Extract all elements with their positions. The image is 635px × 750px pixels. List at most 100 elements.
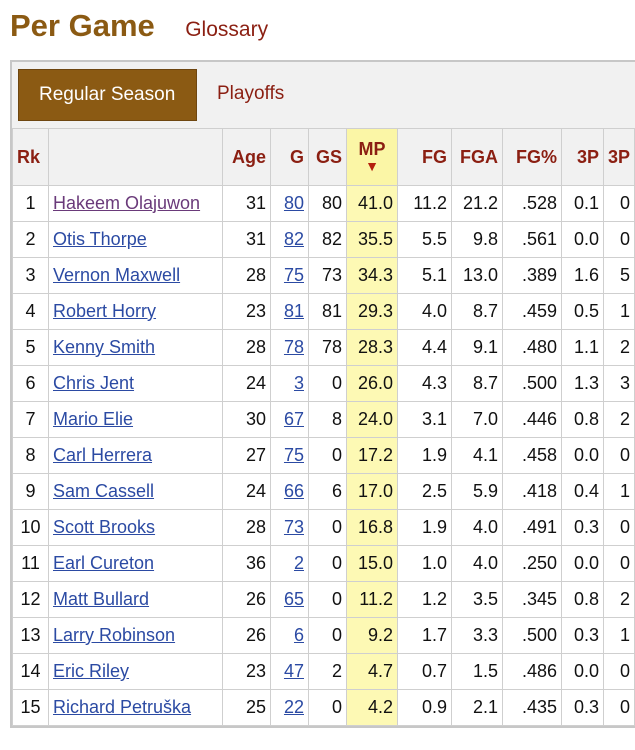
col-header-age[interactable]: Age	[222, 128, 271, 186]
player-link[interactable]: Hakeem Olajuwon	[53, 193, 201, 213]
games-link[interactable]: 3	[293, 373, 304, 393]
cell-fg: 1.2	[397, 581, 452, 618]
games-link[interactable]: 80	[283, 193, 304, 213]
cell-rk: 3	[12, 257, 49, 294]
cell-mp: 4.7	[346, 653, 398, 690]
cell-age: 31	[222, 185, 271, 222]
tab-playoffs[interactable]: Playoffs	[217, 83, 285, 104]
cell-gs: 6	[308, 473, 347, 510]
cell-rk: 5	[12, 329, 49, 366]
player-link[interactable]: Kenny Smith	[53, 337, 156, 357]
games-link[interactable]: 22	[283, 697, 304, 717]
cell-rk: 7	[12, 401, 49, 438]
col-header-g[interactable]: G	[270, 128, 309, 186]
col-header-3pa[interactable]: 3P	[602, 128, 635, 186]
player-link[interactable]: Chris Jent	[53, 373, 135, 393]
cell-mp: 41.0	[346, 185, 398, 222]
col-header-fg[interactable]: FG	[397, 128, 452, 186]
player-link[interactable]: Robert Horry	[53, 301, 157, 321]
player-link[interactable]: Larry Robinson	[53, 625, 176, 645]
table-row: 13 Larry Robinson 26 6 0 9.2 1.7 3.3.500 0.3 1	[12, 617, 635, 654]
cell-gs: 0	[308, 617, 347, 654]
games-link[interactable]: 6	[293, 625, 304, 645]
cell-g: 6	[270, 617, 309, 654]
cell-age: 28	[222, 329, 271, 366]
cell-fg-pct: .528	[502, 185, 562, 222]
cell-g: 66	[270, 473, 309, 510]
player-link[interactable]: Eric Riley	[53, 661, 130, 681]
col-header-3p[interactable]: 3P	[561, 128, 604, 186]
cell-3pa: 0	[602, 653, 635, 690]
cell-gs: 0	[308, 365, 347, 402]
player-link[interactable]: Richard Petruška	[53, 697, 192, 717]
page-header: Per Game Glossary	[10, 8, 268, 48]
cell-fg-pct: .459	[502, 293, 562, 330]
games-link[interactable]: 81	[283, 301, 304, 321]
player-link[interactable]: Matt Bullard	[53, 589, 150, 609]
games-link[interactable]: 82	[283, 229, 304, 249]
games-link[interactable]: 66	[283, 481, 304, 501]
table-row: 3 Vernon Maxwell 28 75 73 34.3 5.1 13.0.389 1.6 5	[12, 257, 635, 294]
col-header-player[interactable]	[48, 128, 223, 186]
player-link[interactable]: Otis Thorpe	[53, 229, 147, 249]
cell-player: Scott Brooks	[48, 509, 223, 546]
player-link[interactable]: Vernon Maxwell	[53, 265, 181, 285]
cell-3p: 0.8	[561, 581, 604, 618]
col-header-fga[interactable]: FGA	[451, 128, 503, 186]
cell-mp: 9.2	[346, 617, 398, 654]
cell-mp: 24.0	[346, 401, 398, 438]
table-row: 1 Hakeem Olajuwon 31 80 80 41.0 11.2 21.2.528 0.…	[12, 185, 635, 222]
cell-player: Larry Robinson	[48, 617, 223, 654]
cell-age: 28	[222, 257, 271, 294]
cell-rk: 15	[12, 689, 49, 726]
cell-player: Richard Petruška	[48, 689, 223, 726]
table-row: 2 Otis Thorpe 31 82 82 35.5 5.5 9.8.561 0.0 0	[12, 221, 635, 258]
cell-age: 27	[222, 437, 271, 474]
player-link[interactable]: Scott Brooks	[53, 517, 156, 537]
games-link[interactable]: 75	[283, 445, 304, 465]
games-link[interactable]: 2	[293, 553, 304, 573]
cell-3pa: 0	[602, 185, 635, 222]
cell-rk: 8	[12, 437, 49, 474]
cell-rk: 10	[12, 509, 49, 546]
cell-fga: 21.2	[451, 185, 503, 222]
games-link[interactable]: 67	[283, 409, 304, 429]
cell-3p: 1.3	[561, 365, 604, 402]
cell-3p: 1.6	[561, 257, 604, 294]
cell-3pa: 0	[602, 509, 635, 546]
games-link[interactable]: 65	[283, 589, 304, 609]
player-link[interactable]: Carl Herrera	[53, 445, 153, 465]
cell-player: Hakeem Olajuwon	[48, 185, 223, 222]
player-link[interactable]: Sam Cassell	[53, 481, 155, 501]
cell-gs: 78	[308, 329, 347, 366]
cell-rk: 4	[12, 293, 49, 330]
col-header-mp-label: MP	[358, 139, 386, 160]
cell-rk: 2	[12, 221, 49, 258]
player-link[interactable]: Earl Cureton	[53, 553, 155, 573]
col-header-fg-pct[interactable]: FG%	[502, 128, 562, 186]
cell-mp: 15.0	[346, 545, 398, 582]
col-header-rk[interactable]: Rk	[12, 128, 49, 186]
games-link[interactable]: 75	[283, 265, 304, 285]
games-link[interactable]: 73	[283, 517, 304, 537]
games-link[interactable]: 47	[283, 661, 304, 681]
cell-3pa: 0	[602, 689, 635, 726]
cell-fga: 4.0	[451, 545, 503, 582]
cell-3pa: 0	[602, 221, 635, 258]
cell-fg-pct: .446	[502, 401, 562, 438]
player-link[interactable]: Mario Elie	[53, 409, 134, 429]
games-link[interactable]: 78	[283, 337, 304, 357]
cell-fg: 2.5	[397, 473, 452, 510]
cell-3pa: 0	[602, 437, 635, 474]
col-header-mp[interactable]: MP ▼	[346, 128, 398, 186]
cell-3p: 0.0	[561, 437, 604, 474]
cell-mp: 28.3	[346, 329, 398, 366]
tab-regular-season[interactable]: Regular Season	[18, 69, 197, 121]
glossary-link[interactable]: Glossary	[185, 18, 269, 41]
cell-mp: 35.5	[346, 221, 398, 258]
cell-player: Chris Jent	[48, 365, 223, 402]
col-header-gs[interactable]: GS	[308, 128, 347, 186]
cell-age: 24	[222, 473, 271, 510]
cell-3pa: 3	[602, 365, 635, 402]
cell-fg-pct: .418	[502, 473, 562, 510]
